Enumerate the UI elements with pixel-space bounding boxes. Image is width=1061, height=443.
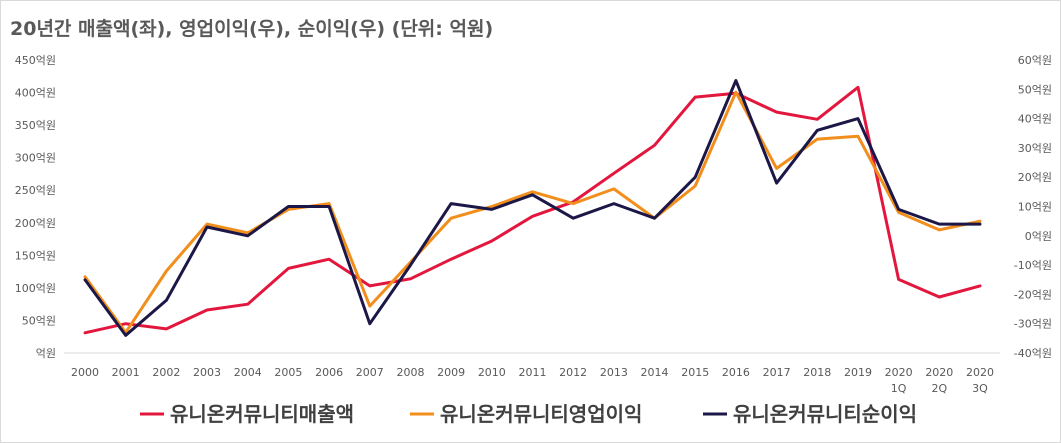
left-tick-label: 300억원: [15, 152, 56, 165]
x-tick-label: 2013: [600, 366, 628, 379]
right-tick-label: -10억원: [1014, 259, 1052, 272]
series-line-2: [83, 90, 982, 334]
x-tick-label: 2020 1Q: [885, 366, 913, 395]
left-tick-label: 억원: [36, 347, 56, 360]
left-tick-label: 450억원: [15, 54, 56, 67]
x-tick-label: 2000: [71, 366, 99, 379]
x-tick-label: 2004: [234, 366, 262, 379]
right-tick-label: 0억원: [1025, 230, 1052, 243]
left-tick-label: 350억원: [15, 119, 56, 132]
x-tick-label: 2009: [437, 366, 465, 379]
left-tick-label: 200억원: [15, 217, 56, 230]
right-tick-label: -40억원: [1014, 347, 1052, 360]
right-tick-label: 40억원: [1018, 113, 1052, 126]
x-tick-label: 2019: [844, 366, 872, 379]
right-tick-label: 20억원: [1018, 171, 1052, 184]
legend-item-3: 유니온커뮤니티순이익: [703, 402, 917, 426]
legend-label: 유니온커뮤니티순이익: [733, 402, 917, 426]
x-tick-label: 2007: [356, 366, 384, 379]
x-tick-label: 2002: [152, 366, 180, 379]
right-tick-label: -20억원: [1014, 288, 1052, 301]
right-axis-ticks: -40억원 -30억원 -20억원 -10억원 0억원 10억원 20억원 30억원 40억원 5…: [1014, 54, 1052, 360]
x-tick-label: 2015: [681, 366, 709, 379]
series-lines: [83, 79, 982, 337]
legend: 유니온커뮤니티매출액 유니온커뮤니티영업이익 유니온커뮤니티순이익: [140, 402, 917, 426]
left-axis-ticks: 억원 50억원 100억원 150억원 200억원 250억원 300억원 350억원 400억…: [15, 54, 56, 360]
right-tick-label: 10억원: [1018, 201, 1052, 214]
right-tick-label: -30억원: [1014, 318, 1052, 331]
legend-label: 유니온커뮤니티영업이익: [440, 402, 642, 426]
left-tick-label: 50억원: [22, 314, 56, 327]
x-tick-label: 2011: [519, 366, 547, 379]
right-tick-label: 60억원: [1018, 54, 1052, 67]
left-tick-label: 100억원: [15, 282, 56, 295]
x-tick-label: 2012: [559, 366, 587, 379]
x-tick-label: 2020 3Q: [966, 366, 994, 395]
left-tick-label: 400억원: [15, 87, 56, 100]
right-tick-label: 30억원: [1018, 142, 1052, 155]
left-tick-label: 150억원: [15, 249, 56, 262]
legend-label: 유니온커뮤니티매출액: [170, 402, 354, 426]
left-tick-label: 250억원: [15, 184, 56, 197]
legend-item-1: 유니온커뮤니티매출액: [140, 402, 354, 426]
x-tick-label: 2010: [478, 366, 506, 379]
x-tick-label: 2020 2Q: [925, 366, 953, 395]
x-tick-label: 2006: [315, 366, 343, 379]
right-tick-label: 50억원: [1018, 83, 1052, 96]
x-tick-label: 2003: [193, 366, 221, 379]
x-tick-label: 2018: [803, 366, 831, 379]
x-tick-label: 2001: [112, 366, 140, 379]
x-axis-ticks: 2000 2001 2002 2003 2004 2005 2006 2007 2008 2009…: [71, 366, 994, 395]
x-tick-label: 2005: [274, 366, 302, 379]
x-tick-label: 2017: [763, 366, 791, 379]
x-tick-label: 2014: [641, 366, 669, 379]
x-tick-label: 2008: [396, 366, 424, 379]
x-tick-label: 2016: [722, 366, 750, 379]
chart-title: 20년간 매출액(좌), 영업이익(우), 순이익(우) (단위: 억원): [10, 18, 494, 40]
series-line-3: [83, 79, 982, 337]
legend-item-2: 유니온커뮤니티영업이익: [410, 402, 642, 426]
series-line-1: [83, 85, 982, 335]
